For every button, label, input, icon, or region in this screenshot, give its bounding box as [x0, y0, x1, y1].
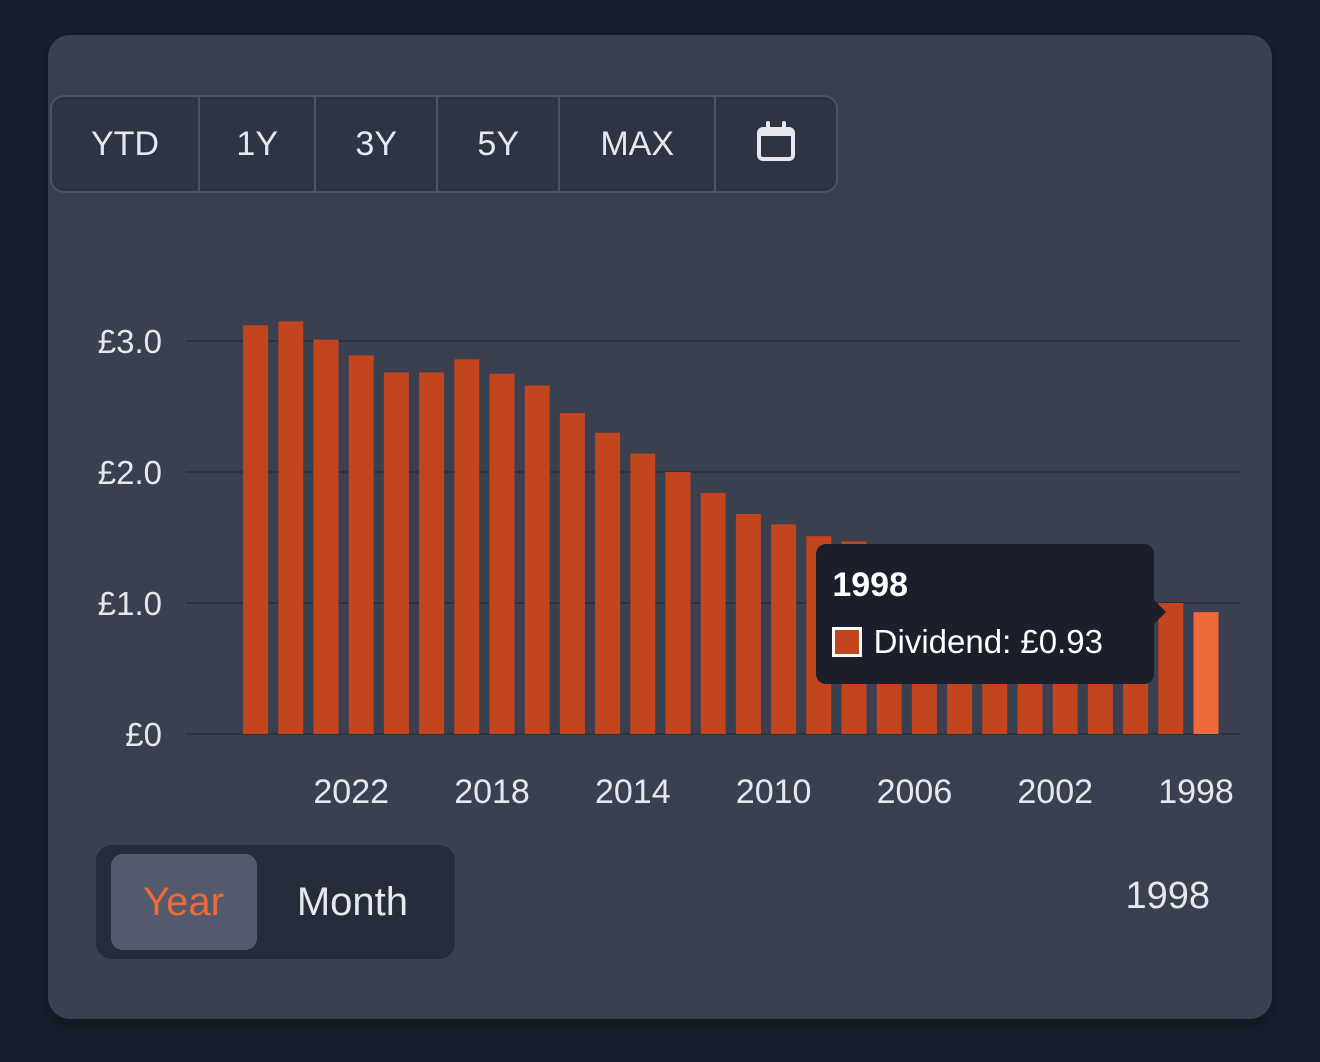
bar-2014[interactable]: [630, 453, 656, 734]
x-tick-label: 2006: [877, 773, 953, 811]
bar-1999[interactable]: [1158, 603, 1184, 734]
chart-tooltip: 1998 Dividend: £0.93: [816, 544, 1154, 684]
x-tick-label: 2014: [595, 773, 671, 811]
bar-2020[interactable]: [419, 372, 445, 734]
bar-2019[interactable]: [454, 359, 480, 734]
granularity-toggle: Month Year: [96, 845, 455, 959]
tooltip-swatch: [832, 627, 862, 657]
bar-2012[interactable]: [700, 492, 726, 734]
dividend-bar-chart: £0 £1.0 £2.0 £3.0 1998 2002 2006 2010 2014 2018 20…: [98, 321, 1240, 811]
month-button[interactable]: Month: [257, 854, 447, 950]
bar-2018[interactable]: [489, 373, 515, 734]
x-tick-label: 2022: [313, 773, 389, 811]
dividend-card: MAX 5Y 3Y 1Y YTD £0 £1.0 £2.0 £3.0 1998 2002 2…: [48, 35, 1272, 1019]
tooltip-series-label: Dividend: £0.93: [874, 623, 1104, 660]
selected-period-label: 1998: [1125, 875, 1210, 918]
bar-2024[interactable]: [278, 321, 304, 734]
bar-2016[interactable]: [559, 413, 585, 734]
month-label: Month: [296, 879, 408, 924]
x-tick-label: 2010: [736, 773, 812, 811]
x-tick-label: 2018: [454, 773, 530, 811]
y-tick-label: £0: [125, 716, 162, 753]
y-tick-label: £1.0: [98, 585, 162, 622]
bar-2021[interactable]: [383, 372, 409, 734]
selected-period-text: 1998: [1125, 875, 1210, 917]
bar-2023[interactable]: [313, 339, 339, 734]
year-label: Year: [143, 879, 225, 924]
y-tick-label: £2.0: [98, 454, 162, 491]
bar-2013[interactable]: [665, 472, 691, 734]
y-tick-label: £3.0: [98, 323, 162, 360]
x-tick-label: 2002: [1017, 773, 1093, 811]
bar-2015[interactable]: [595, 432, 621, 734]
bar-2010[interactable]: [771, 524, 797, 734]
tooltip-title: 1998: [832, 566, 908, 604]
bar-2017[interactable]: [524, 385, 550, 734]
year-button[interactable]: Year: [111, 854, 257, 950]
bar-2022[interactable]: [348, 355, 374, 734]
bar-2011[interactable]: [735, 513, 761, 734]
bar-2025[interactable]: [243, 325, 269, 734]
x-tick-label: 1998: [1158, 773, 1234, 811]
bar-1998[interactable]: [1193, 612, 1219, 734]
